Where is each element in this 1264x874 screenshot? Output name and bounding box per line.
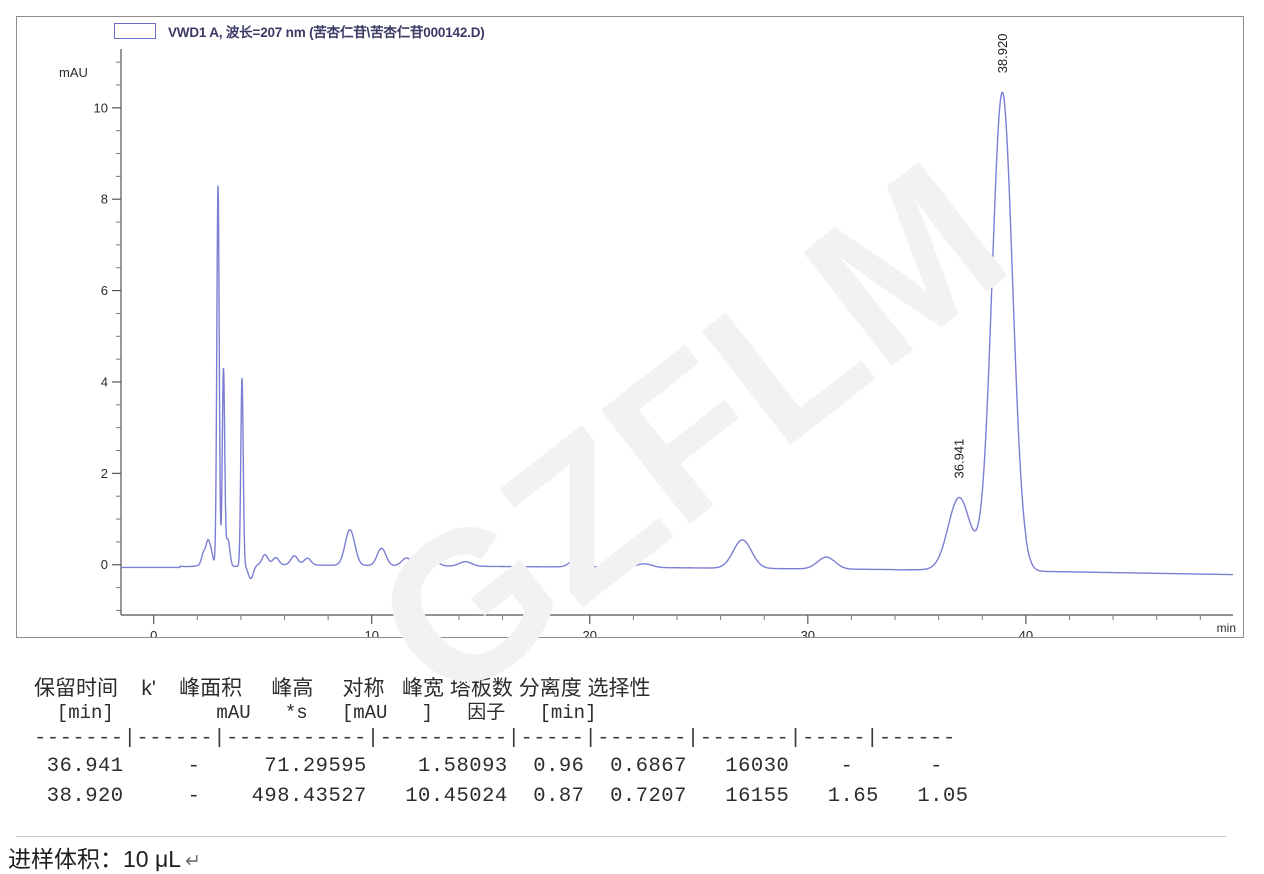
table-separator: -------|------|-----------|----------|--… — [34, 727, 956, 750]
svg-text:4: 4 — [101, 374, 108, 389]
y-axis-unit-label: mAU — [59, 65, 88, 80]
table-header-line-2: [min] mAU *s [mAU ] 因子 [min] — [34, 702, 597, 724]
svg-text:20: 20 — [583, 628, 597, 637]
axes-group: 0 2 4 6 8 10 0 10 20 30 40 — [94, 49, 1233, 637]
table-header-line-1: 保留时间 k' 峰面积 峰高 对称 峰宽 塔板数 分离度 选择性 — [34, 677, 651, 700]
svg-text:40: 40 — [1019, 628, 1033, 637]
chart-legend: VWD1 A, 波长=207 nm (苦杏仁苷\苦杏仁苷000142.D) — [114, 21, 485, 41]
svg-text:30: 30 — [801, 628, 815, 637]
paragraph-mark: ↵ — [185, 851, 201, 872]
svg-text:8: 8 — [101, 192, 108, 207]
svg-text:10: 10 — [94, 100, 108, 115]
peak-label: 36.941 — [952, 439, 967, 479]
svg-text:2: 2 — [101, 466, 108, 481]
injection-volume-note: 进样体积：10 μL ↵ — [8, 840, 201, 874]
svg-text:6: 6 — [101, 283, 108, 298]
x-axis-unit-label: min — [1216, 621, 1236, 635]
peak-label: 38.920 — [995, 34, 1010, 74]
svg-text:0: 0 — [101, 557, 108, 572]
peak-result-table: 保留时间 k' 峰面积 峰高 对称 峰宽 塔板数 分离度 选择性 [min] m… — [34, 676, 1214, 812]
chromatogram-trace — [120, 91, 1234, 580]
trace-group — [120, 91, 1234, 580]
table-bottom-rule — [16, 836, 1226, 837]
peak-annotations: 36.941 38.920 — [952, 34, 1010, 479]
svg-text:0: 0 — [150, 628, 157, 637]
svg-text:10: 10 — [365, 628, 379, 637]
chromatogram-panel: VWD1 A, 波长=207 nm (苦杏仁苷\苦杏仁苷000142.D) mA… — [16, 16, 1244, 638]
injection-volume-text: 进样体积：10 μL — [8, 846, 182, 872]
chromatogram-plot: 0 2 4 6 8 10 0 10 20 30 40 36.941 38.920 — [94, 34, 1234, 637]
table-row: 38.920 - 498.43527 10.45024 0.87 0.7207 … — [34, 785, 969, 808]
table-row: 36.941 - 71.29595 1.58093 0.96 0.6867 16… — [34, 755, 943, 778]
legend-color-swatch — [114, 23, 156, 39]
legend-label: VWD1 A, 波长=207 nm (苦杏仁苷\苦杏仁苷000142.D) — [168, 25, 485, 40]
